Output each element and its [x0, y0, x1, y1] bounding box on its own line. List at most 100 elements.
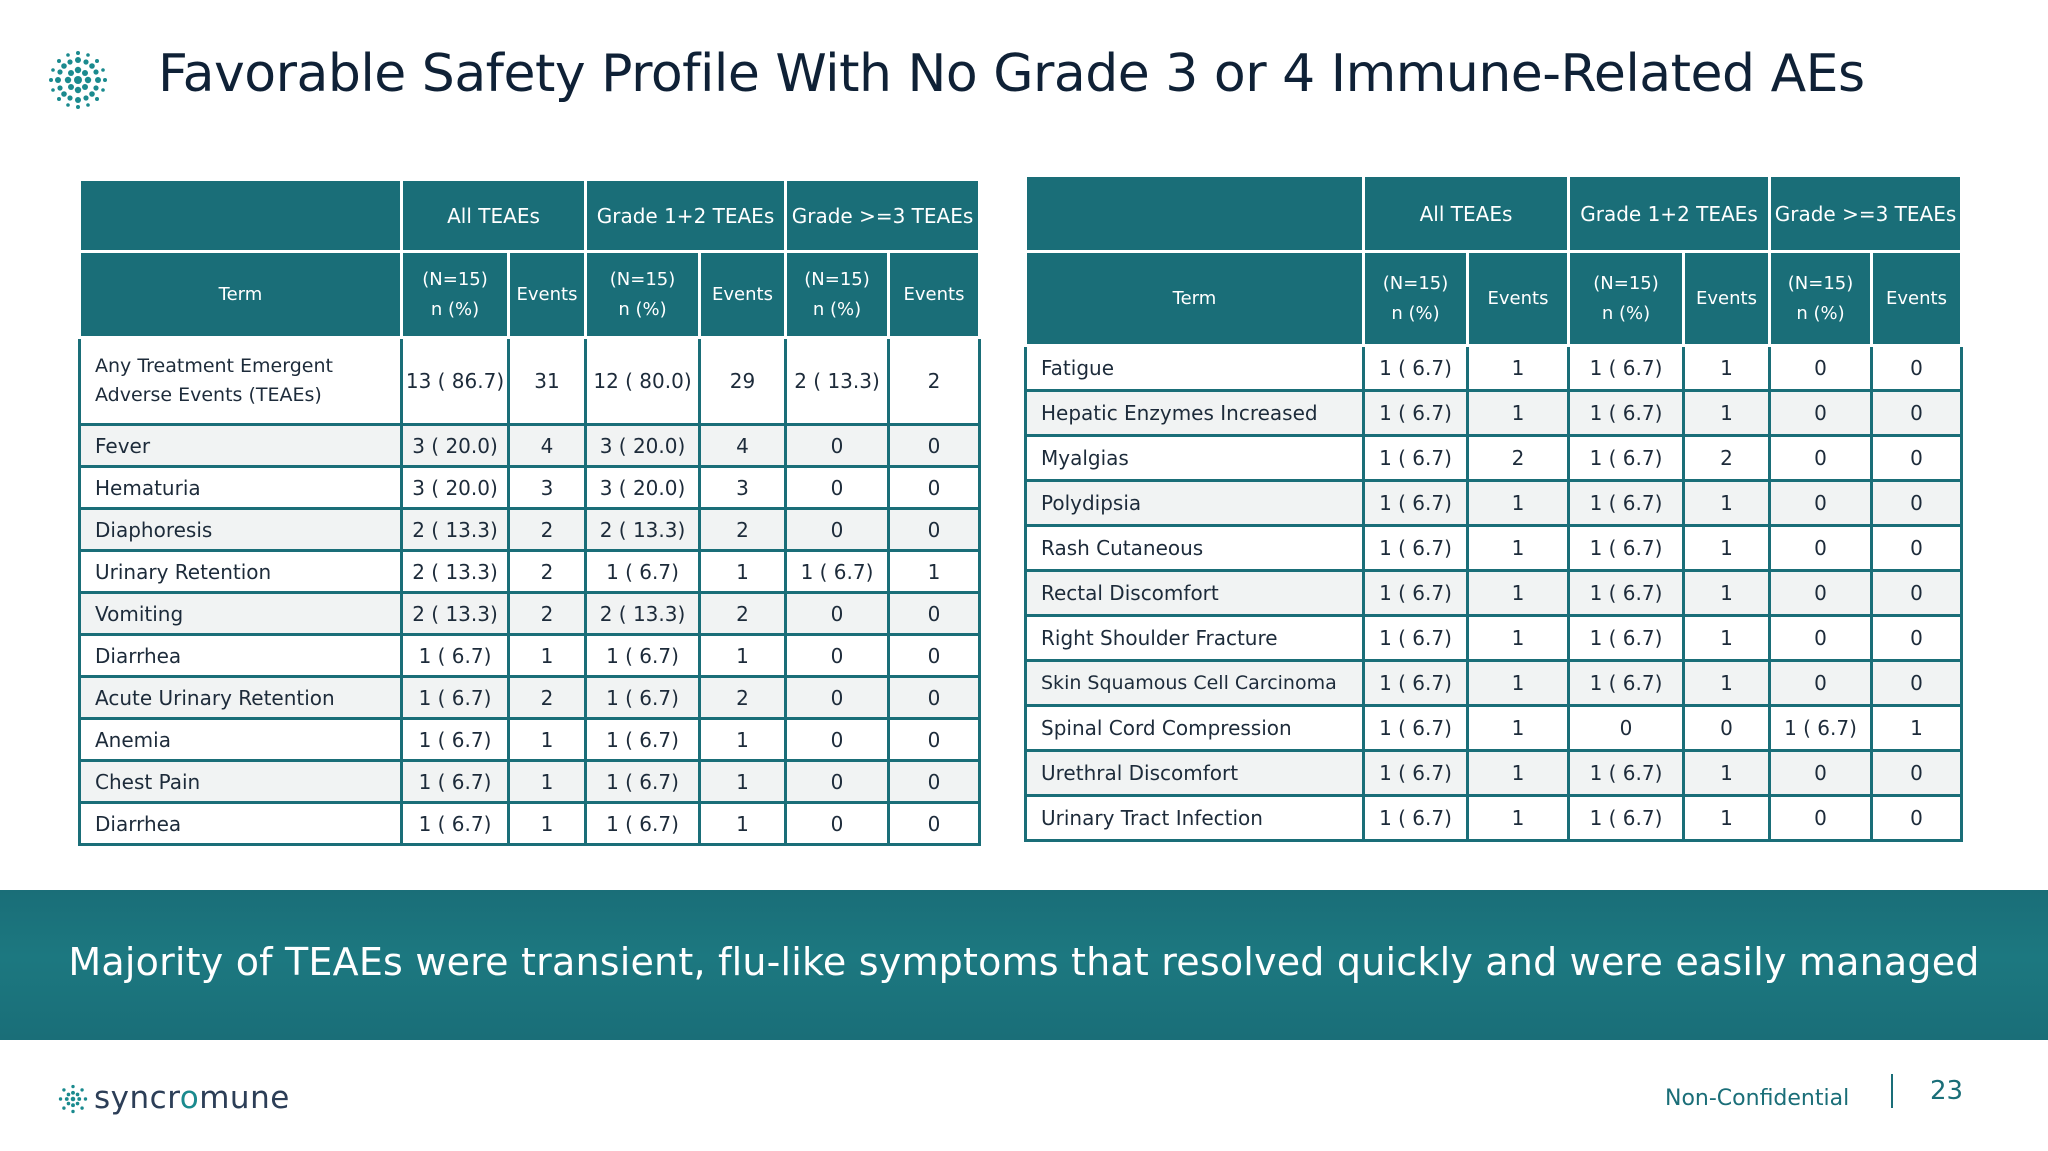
all-n-cell: 2 ( 13.3): [400, 591, 510, 636]
header-n-g12: (N=15) n (%): [1567, 250, 1685, 347]
confidentiality-label: Non-Confidential: [1665, 1086, 1850, 1111]
term-cell: Fatigue: [1024, 344, 1365, 392]
g12-events-cell: 2: [698, 507, 787, 552]
table-row: Right Shoulder Fracture 1 ( 6.7) 1 1 ( 6…: [1024, 614, 1963, 662]
g12-events-cell: 1: [1682, 614, 1771, 662]
table-row: Myalgias 1 ( 6.7) 2 1 ( 6.7) 2 0 0: [1024, 434, 1963, 482]
header-events-g3: Events: [887, 250, 981, 339]
g3-n-cell: 0: [1768, 614, 1873, 662]
term-cell: Urinary Retention: [78, 549, 403, 594]
synchromune-logo-icon: [58, 1084, 88, 1114]
g3-events-cell: 0: [887, 423, 981, 468]
g3-n-cell: 0: [1768, 749, 1873, 797]
table-row: Urethral Discomfort 1 ( 6.7) 1 1 ( 6.7) …: [1024, 749, 1963, 797]
header-n-line1: (N=15): [1382, 272, 1449, 294]
header-n-g3: (N=15) n (%): [1768, 250, 1873, 347]
brand-part: syncr: [94, 1080, 180, 1116]
table-row: Fever 3 ( 20.0) 4 3 ( 20.0) 4 0 0: [78, 423, 981, 468]
header-n-line1: (N=15): [804, 268, 870, 290]
table-row: Rectal Discomfort 1 ( 6.7) 1 1 ( 6.7) 1 …: [1024, 569, 1963, 617]
g3-n-cell: 1 ( 6.7): [1768, 704, 1873, 752]
g3-n-cell: 0: [784, 423, 890, 468]
all-n-cell: 13 ( 86.7): [400, 336, 510, 426]
term-cell: Hematuria: [78, 465, 403, 510]
g3-events-cell: 0: [1870, 569, 1963, 617]
all-events-cell: 1: [507, 801, 587, 846]
g12-n-cell: 1 ( 6.7): [584, 675, 701, 720]
ae-table-right: All TEAEs Grade 1+2 TEAEs Grade >=3 TEAE…: [1024, 174, 1963, 842]
table-row: Urinary Tract Infection 1 ( 6.7) 1 1 ( 6…: [1024, 794, 1963, 842]
g12-events-cell: 2: [698, 591, 787, 636]
all-n-cell: 1 ( 6.7): [1362, 569, 1469, 617]
term-cell: Diarrhea: [78, 801, 403, 846]
term-cell: Rectal Discomfort: [1024, 569, 1365, 617]
table-row: Diarrhea 1 ( 6.7) 1 1 ( 6.7) 1 0 0: [78, 633, 981, 678]
header-events-all: Events: [507, 250, 587, 339]
g12-n-cell: 1 ( 6.7): [1567, 614, 1685, 662]
g12-events-cell: 1: [1682, 569, 1771, 617]
term-cell: Myalgias: [1024, 434, 1365, 482]
g3-events-cell: 1: [1870, 704, 1963, 752]
all-n-cell: 1 ( 6.7): [400, 633, 510, 678]
g3-events-cell: 0: [887, 507, 981, 552]
g3-events-cell: 0: [1870, 389, 1963, 437]
g3-n-cell: 2 ( 13.3): [784, 336, 890, 426]
all-events-cell: 1: [1466, 749, 1570, 797]
g12-n-cell: 3 ( 20.0): [584, 465, 701, 510]
table-row: Any Treatment Emergent Adverse Events (T…: [78, 336, 981, 426]
all-events-cell: 3: [507, 465, 587, 510]
all-n-cell: 1 ( 6.7): [1362, 614, 1469, 662]
g3-n-cell: 0: [1768, 524, 1873, 572]
g3-events-cell: 0: [1870, 434, 1963, 482]
header-grade3-teaes: Grade >=3 TEAEs: [1768, 174, 1963, 253]
header-all-teaes: All TEAEs: [1362, 174, 1570, 253]
header-events-g12: Events: [698, 250, 787, 339]
g12-events-cell: 1: [698, 633, 787, 678]
g3-n-cell: 0: [1768, 434, 1873, 482]
header-n-line2: n (%): [1391, 302, 1440, 324]
header-all-teaes: All TEAEs: [400, 178, 587, 253]
g3-n-cell: 0: [784, 717, 890, 762]
brand-part: mune: [199, 1080, 290, 1116]
all-n-cell: 1 ( 6.7): [400, 675, 510, 720]
all-events-cell: 1: [1466, 389, 1570, 437]
table-row: Skin Squamous Cell Carcinoma 1 ( 6.7) 1 …: [1024, 659, 1963, 707]
page-number: 23: [1930, 1076, 1964, 1106]
g3-events-cell: 0: [887, 633, 981, 678]
all-n-cell: 1 ( 6.7): [1362, 749, 1469, 797]
table-row: Acute Urinary Retention 1 ( 6.7) 2 1 ( 6…: [78, 675, 981, 720]
all-events-cell: 1: [1466, 704, 1570, 752]
term-cell: Diarrhea: [78, 633, 403, 678]
header-grade12-teaes: Grade 1+2 TEAEs: [584, 178, 787, 253]
table-row: Spinal Cord Compression 1 ( 6.7) 1 0 0 1…: [1024, 704, 1963, 752]
table-row: Polydipsia 1 ( 6.7) 1 1 ( 6.7) 1 0 0: [1024, 479, 1963, 527]
g3-events-cell: 0: [1870, 659, 1963, 707]
g3-events-cell: 0: [1870, 749, 1963, 797]
header-blank: [1024, 174, 1365, 253]
g12-events-cell: 1: [1682, 659, 1771, 707]
g12-n-cell: 1 ( 6.7): [1567, 344, 1685, 392]
g12-events-cell: 1: [698, 801, 787, 846]
summary-text: Majority of TEAEs were transient, flu-li…: [68, 940, 1980, 984]
all-events-cell: 2: [507, 675, 587, 720]
term-cell: Urethral Discomfort: [1024, 749, 1365, 797]
g12-n-cell: 1 ( 6.7): [584, 759, 701, 804]
all-events-cell: 1: [1466, 479, 1570, 527]
g12-n-cell: 1 ( 6.7): [1567, 389, 1685, 437]
header-blank: [78, 178, 403, 253]
g12-events-cell: 1: [1682, 389, 1771, 437]
g12-n-cell: 12 ( 80.0): [584, 336, 701, 426]
header-events-g12: Events: [1682, 250, 1771, 347]
g12-n-cell: 1 ( 6.7): [584, 801, 701, 846]
g3-events-cell: 0: [887, 801, 981, 846]
all-n-cell: 3 ( 20.0): [400, 423, 510, 468]
footer-divider: [1891, 1074, 1893, 1108]
g12-n-cell: 2 ( 13.3): [584, 507, 701, 552]
g3-n-cell: 0: [1768, 794, 1873, 842]
g3-n-cell: 0: [784, 675, 890, 720]
g12-events-cell: 4: [698, 423, 787, 468]
all-events-cell: 1: [1466, 524, 1570, 572]
all-n-cell: 2 ( 13.3): [400, 507, 510, 552]
header-n-g12: (N=15) n (%): [584, 250, 701, 339]
brand-accent: o: [179, 1080, 200, 1116]
